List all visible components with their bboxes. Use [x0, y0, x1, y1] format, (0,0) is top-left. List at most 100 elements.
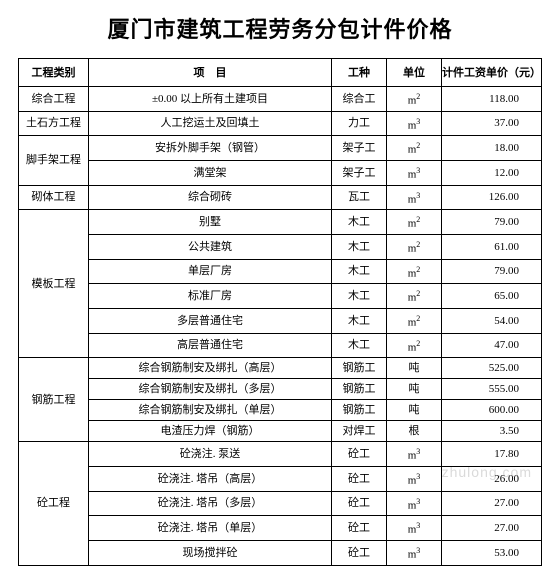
cell-price: 79.00	[442, 210, 542, 235]
table-row: 电渣压力焊（钢筋）对焊工根3.50	[19, 421, 542, 442]
cell-work: 木工	[332, 333, 387, 358]
cell-item: 砼浇注. 塔吊（高层）	[89, 466, 332, 491]
cell-category: 脚手架工程	[19, 136, 89, 185]
cell-price: 17.80	[442, 442, 542, 467]
table-row: 综合工程±0.00 以上所有土建项目综合工m2118.00	[19, 87, 542, 112]
table-row: 砌体工程综合砌砖瓦工m3126.00	[19, 185, 542, 210]
cell-work: 综合工	[332, 87, 387, 112]
cell-unit: m2	[387, 210, 442, 235]
cell-work: 砼工	[332, 442, 387, 467]
cell-work: 钢筋工	[332, 358, 387, 379]
cell-item: 砼浇注. 塔吊（多层）	[89, 491, 332, 516]
cell-category: 砌体工程	[19, 185, 89, 210]
cell-category: 模板工程	[19, 210, 89, 358]
cell-item: 人工挖运土及回填土	[89, 111, 332, 136]
cell-work: 砼工	[332, 466, 387, 491]
cell-price: 12.00	[442, 160, 542, 185]
table-row: 单层厂房木工m279.00	[19, 259, 542, 284]
cell-work: 瓦工	[332, 185, 387, 210]
cell-price: 600.00	[442, 400, 542, 421]
cell-unit: m2	[387, 87, 442, 112]
cell-category: 钢筋工程	[19, 358, 89, 442]
cell-unit: m3	[387, 466, 442, 491]
cell-price: 54.00	[442, 308, 542, 333]
cell-work: 木工	[332, 284, 387, 309]
th-work: 工种	[332, 59, 387, 87]
cell-price: 3.50	[442, 421, 542, 442]
cell-work: 架子工	[332, 160, 387, 185]
cell-item: 砼浇注. 泵送	[89, 442, 332, 467]
table-header-row: 工程类别 项 目 工种 单位 计件工资单价（元）	[19, 59, 542, 87]
cell-category: 砼工程	[19, 442, 89, 565]
table-row: 模板工程别墅木工m279.00	[19, 210, 542, 235]
cell-price: 53.00	[442, 540, 542, 565]
cell-price: 26.00	[442, 466, 542, 491]
cell-unit: m3	[387, 160, 442, 185]
cell-work: 木工	[332, 259, 387, 284]
cell-work: 砼工	[332, 516, 387, 541]
table-row: 砼浇注. 塔吊（多层）砼工m327.00	[19, 491, 542, 516]
cell-price: 37.00	[442, 111, 542, 136]
cell-unit: m3	[387, 540, 442, 565]
cell-unit: m2	[387, 333, 442, 358]
cell-work: 对焊工	[332, 421, 387, 442]
cell-item: 砼浇注. 塔吊（单层）	[89, 516, 332, 541]
cell-price: 118.00	[442, 87, 542, 112]
cell-unit: 吨	[387, 379, 442, 400]
cell-unit: m3	[387, 111, 442, 136]
table-row: 高层普通住宅木工m247.00	[19, 333, 542, 358]
cell-work: 木工	[332, 234, 387, 259]
table-row: 满堂架架子工m312.00	[19, 160, 542, 185]
cell-item: 安拆外脚手架（钢管）	[89, 136, 332, 161]
table-row: 脚手架工程安拆外脚手架（钢管）架子工m218.00	[19, 136, 542, 161]
cell-unit: m2	[387, 259, 442, 284]
cell-work: 木工	[332, 308, 387, 333]
cell-work: 钢筋工	[332, 379, 387, 400]
cell-item: 综合钢筋制安及绑扎（高层）	[89, 358, 332, 379]
cell-item: 综合钢筋制安及绑扎（单层）	[89, 400, 332, 421]
cell-price: 525.00	[442, 358, 542, 379]
table-row: 标准厂房木工m265.00	[19, 284, 542, 309]
table-row: 综合钢筋制安及绑扎（多层）钢筋工吨555.00	[19, 379, 542, 400]
cell-price: 18.00	[442, 136, 542, 161]
cell-unit: m2	[387, 234, 442, 259]
table-row: 土石方工程人工挖运土及回填土力工m337.00	[19, 111, 542, 136]
cell-unit: m3	[387, 516, 442, 541]
table-row: 砼浇注. 塔吊（高层）砼工m326.00	[19, 466, 542, 491]
cell-price: 61.00	[442, 234, 542, 259]
cell-item: 高层普通住宅	[89, 333, 332, 358]
cell-unit: m3	[387, 491, 442, 516]
cell-unit: 根	[387, 421, 442, 442]
price-table: 工程类别 项 目 工种 单位 计件工资单价（元） 综合工程±0.00 以上所有土…	[18, 58, 542, 566]
table-row: 现场搅拌砼砼工m353.00	[19, 540, 542, 565]
table-row: 砼工程砼浇注. 泵送砼工m317.80	[19, 442, 542, 467]
cell-work: 架子工	[332, 136, 387, 161]
cell-work: 力工	[332, 111, 387, 136]
table-row: 砼浇注. 塔吊（单层）砼工m327.00	[19, 516, 542, 541]
cell-item: 综合钢筋制安及绑扎（多层）	[89, 379, 332, 400]
cell-work: 砼工	[332, 540, 387, 565]
table-row: 综合钢筋制安及绑扎（单层）钢筋工吨600.00	[19, 400, 542, 421]
cell-price: 47.00	[442, 333, 542, 358]
th-unit: 单位	[387, 59, 442, 87]
cell-unit: 吨	[387, 358, 442, 379]
table-row: 钢筋工程综合钢筋制安及绑扎（高层）钢筋工吨525.00	[19, 358, 542, 379]
th-category: 工程类别	[19, 59, 89, 87]
cell-item: 公共建筑	[89, 234, 332, 259]
cell-unit: m2	[387, 136, 442, 161]
cell-price: 126.00	[442, 185, 542, 210]
cell-unit: m2	[387, 308, 442, 333]
th-item: 项 目	[89, 59, 332, 87]
cell-item: 电渣压力焊（钢筋）	[89, 421, 332, 442]
cell-item: 标准厂房	[89, 284, 332, 309]
cell-unit: 吨	[387, 400, 442, 421]
page-title: 厦门市建筑工程劳务分包计件价格	[18, 12, 542, 44]
cell-price: 65.00	[442, 284, 542, 309]
cell-unit: m3	[387, 442, 442, 467]
th-price: 计件工资单价（元）	[442, 59, 542, 87]
cell-price: 27.00	[442, 516, 542, 541]
cell-work: 钢筋工	[332, 400, 387, 421]
table-row: 公共建筑木工m261.00	[19, 234, 542, 259]
cell-unit: m3	[387, 185, 442, 210]
cell-item: 多层普通住宅	[89, 308, 332, 333]
